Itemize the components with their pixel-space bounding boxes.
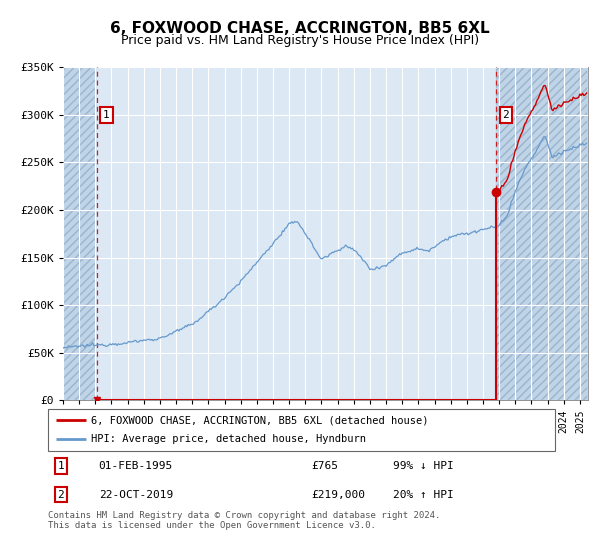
Text: £765: £765 xyxy=(311,461,338,471)
Text: 20% ↑ HPI: 20% ↑ HPI xyxy=(393,489,454,500)
Text: 01-FEB-1995: 01-FEB-1995 xyxy=(98,461,173,471)
Text: 1: 1 xyxy=(58,461,64,471)
Text: 6, FOXWOOD CHASE, ACCRINGTON, BB5 6XL: 6, FOXWOOD CHASE, ACCRINGTON, BB5 6XL xyxy=(110,21,490,36)
Text: 2: 2 xyxy=(503,110,509,120)
Text: Price paid vs. HM Land Registry's House Price Index (HPI): Price paid vs. HM Land Registry's House … xyxy=(121,34,479,46)
Text: 6, FOXWOOD CHASE, ACCRINGTON, BB5 6XL (detached house): 6, FOXWOOD CHASE, ACCRINGTON, BB5 6XL (d… xyxy=(91,415,428,425)
Text: HPI: Average price, detached house, Hyndburn: HPI: Average price, detached house, Hynd… xyxy=(91,435,366,445)
Text: 1: 1 xyxy=(103,110,110,120)
FancyBboxPatch shape xyxy=(48,409,555,451)
Text: 99% ↓ HPI: 99% ↓ HPI xyxy=(393,461,454,471)
Text: 2: 2 xyxy=(58,489,64,500)
Text: 22-OCT-2019: 22-OCT-2019 xyxy=(98,489,173,500)
Text: Contains HM Land Registry data © Crown copyright and database right 2024.
This d: Contains HM Land Registry data © Crown c… xyxy=(48,511,440,530)
Text: £219,000: £219,000 xyxy=(311,489,365,500)
